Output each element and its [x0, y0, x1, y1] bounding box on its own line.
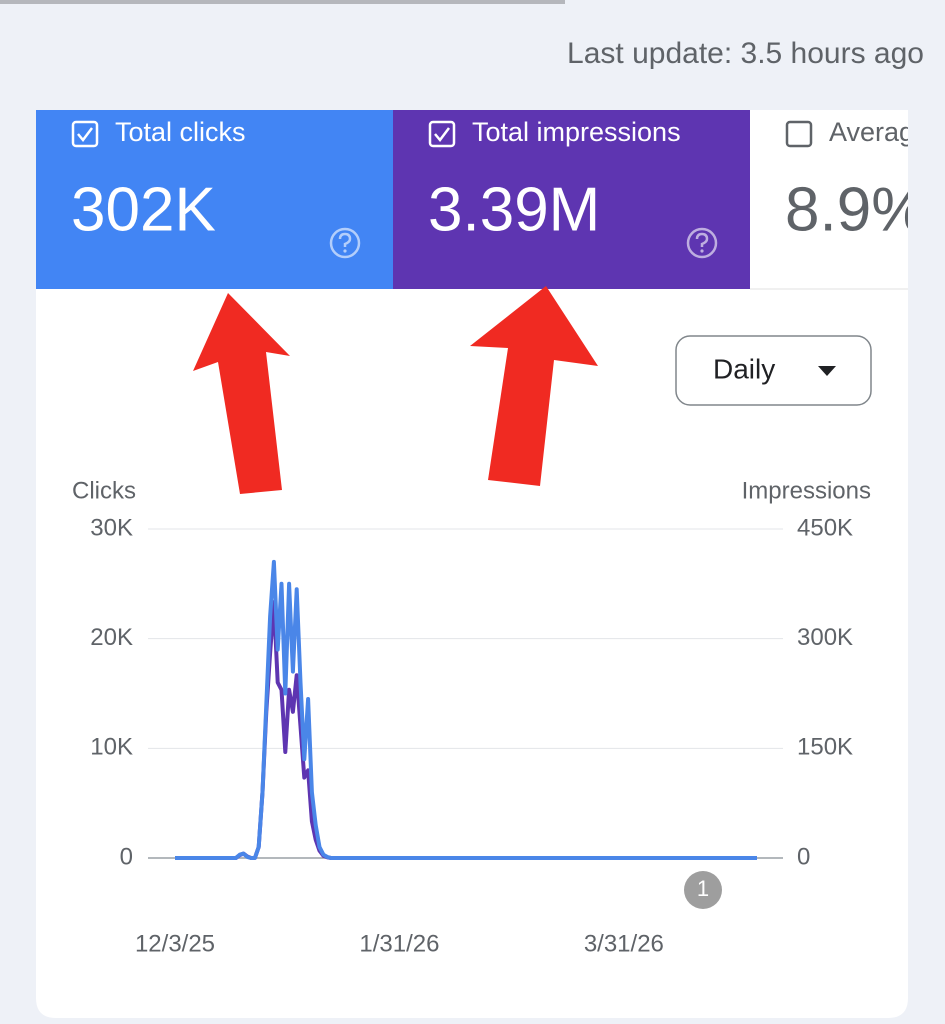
arrow: [193, 293, 290, 494]
metric-label: Total impressions: [472, 117, 681, 147]
metric-tile[interactable]: [750, 110, 945, 289]
x-tick-label: 1/31/26: [359, 930, 439, 957]
y2-tick-label: 300K: [797, 624, 853, 651]
x-tick-label: 12/3/25: [135, 930, 215, 957]
annotation-label[interactable]: 1: [697, 876, 709, 901]
y2-tick-label: 0: [797, 843, 810, 870]
metric-tiles: Total clicks 302K Total impressions 3.39M Av…: [36, 110, 945, 289]
y2-tick-label: 150K: [797, 734, 853, 761]
checkbox[interactable]: [71, 120, 99, 148]
help-icon[interactable]: [329, 227, 361, 259]
last-update: Last update: 3.5 hours ago: [567, 37, 924, 70]
dropdown-label[interactable]: Daily: [713, 353, 775, 384]
dropdown-box[interactable]: [675, 335, 872, 406]
help-icon[interactable]: [700, 249, 704, 253]
y-tick-label: 0: [120, 843, 133, 870]
checkbox[interactable]: [785, 120, 813, 148]
top-bar: [0, 0, 565, 4]
metric-tile[interactable]: [393, 110, 750, 289]
checkmark[interactable]: [434, 127, 450, 143]
checkmark[interactable]: [77, 127, 93, 143]
metric-label: Average CTR: [829, 117, 945, 147]
y-axis-label: Clicks: [72, 477, 136, 504]
metric-value: 3.39M: [428, 175, 600, 244]
y2-axis-label: Impressions: [742, 477, 871, 504]
dropdown-caret[interactable]: [818, 366, 836, 376]
y-tick-label: 10K: [90, 734, 133, 761]
annotation-marker[interactable]: [684, 871, 722, 909]
y-tick-label: 20K: [90, 624, 133, 651]
arrow: [470, 286, 598, 486]
metric-tile[interactable]: [36, 110, 393, 289]
granularity-dropdown[interactable]: Daily: [675, 335, 872, 406]
metric-value: 302K: [71, 175, 216, 244]
x-tick-label: 3/31/26: [584, 930, 664, 957]
y2-tick-label: 450K: [797, 514, 853, 541]
help-icon[interactable]: [343, 249, 347, 253]
metric-value: 8.9%: [785, 175, 926, 244]
help-icon[interactable]: [338, 232, 352, 247]
series-line: [175, 559, 757, 860]
y-tick-label: 30K: [90, 514, 133, 541]
metric-label: Total clicks: [115, 117, 246, 147]
help-icon[interactable]: [695, 232, 709, 247]
checkbox[interactable]: [428, 120, 456, 148]
help-icon[interactable]: [686, 227, 718, 259]
chart: Clicks Impressions 0 10K 20K 30K 0 150K 300K 450K…: [72, 477, 871, 957]
